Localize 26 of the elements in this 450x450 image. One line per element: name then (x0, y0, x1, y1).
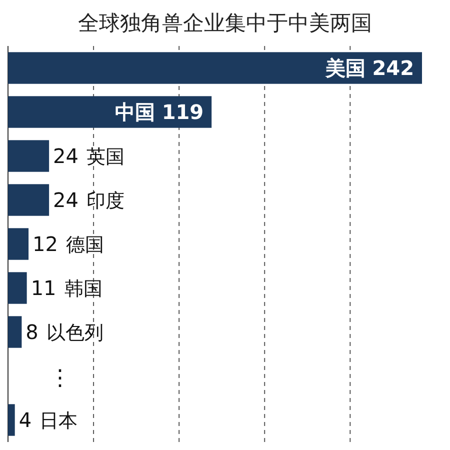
y-tick-label: 中国 (114, 100, 162, 124)
data-label: 242 (372, 56, 414, 80)
data-label: 24 (53, 144, 79, 168)
y-tick-label: 以色列 (46, 322, 104, 344)
y-tick-label: 韩国 (64, 278, 102, 300)
chart-title: 全球独角兽企业集中于中美两国 (78, 11, 372, 35)
data-label: 8 (26, 320, 38, 344)
data-label: 11 (30, 276, 56, 300)
data-label: 24 (53, 188, 79, 212)
bar (8, 140, 50, 172)
bar (8, 184, 50, 216)
y-tick-label: 美国 (324, 56, 372, 80)
bar (8, 96, 212, 128)
y-tick-label: 英国 (86, 146, 125, 168)
bar (8, 52, 422, 84)
bar (8, 228, 29, 260)
data-label: 119 (162, 100, 204, 124)
bar (8, 316, 22, 348)
y-tick-label: 德国 (66, 234, 104, 256)
data-label: 4 (18, 408, 32, 432)
y-tick-label: 印度 (86, 190, 125, 212)
bar (8, 272, 27, 304)
data-label: 12 (32, 232, 58, 256)
y-tick-label: ⋮ (49, 366, 71, 391)
bar (8, 404, 15, 436)
y-tick-label: 日本 (40, 410, 78, 432)
